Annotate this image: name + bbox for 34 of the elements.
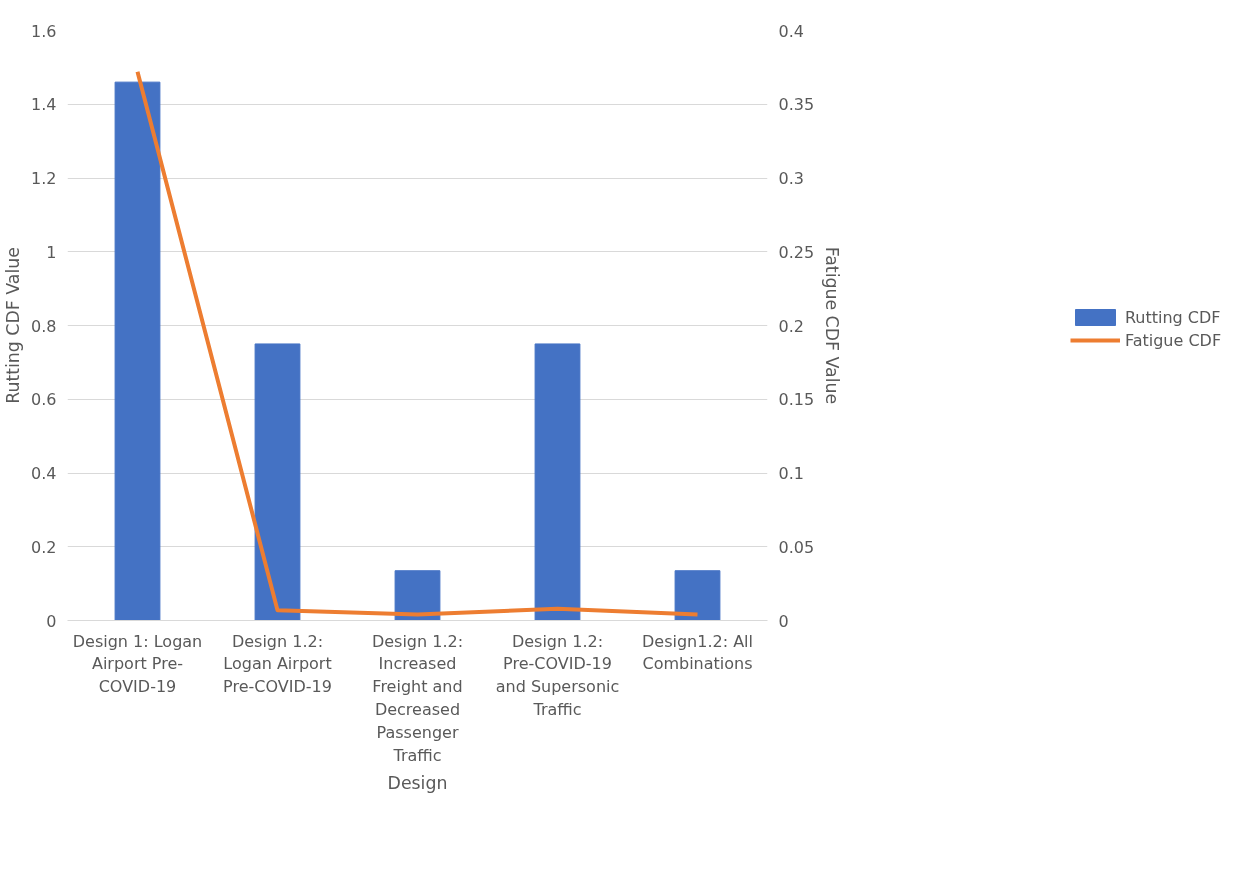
y2-tick-label: 0.3	[778, 169, 804, 188]
y2-tick-label: 0.15	[778, 390, 815, 410]
y-tick-label: 1.6	[31, 21, 57, 41]
y2-tick-label: 0.1	[778, 464, 804, 483]
y2-tick-label: 0.35	[778, 95, 815, 115]
y-tick-label: 0.2	[31, 537, 57, 557]
y2-tick-label: 0.2	[778, 316, 804, 336]
y-tick-label: 1.4	[31, 95, 57, 115]
y-tick-label: 1	[46, 242, 57, 262]
y-axis-title: Rutting CDF Value	[3, 247, 24, 404]
y2-axis-title: Fatigue CDF Value	[822, 246, 843, 405]
x-tick-label: Design 1: Logan Airport Pre-COVID-19	[72, 631, 203, 697]
y2-tick-label: 0.25	[778, 242, 815, 262]
bar	[534, 343, 581, 621]
y2-tick-label: 0.05	[778, 537, 815, 557]
x-axis-title: Design	[387, 772, 448, 793]
y-tick-label: 0.4	[31, 464, 57, 483]
bar	[114, 81, 161, 621]
legend-label: Rutting CDF	[1124, 307, 1221, 327]
bar	[674, 570, 721, 621]
y-tick-label: 0	[46, 611, 57, 631]
line-series	[135, 69, 700, 617]
y2-tick-label: 0.4	[778, 21, 804, 41]
legend-label: Fatigue CDF	[1124, 330, 1222, 350]
x-tick-label: Design 1.2: Increased Freight and Decreased Passenger Traffic	[371, 631, 464, 765]
x-tick-label: Design 1.2: Pre-COVID-19 and Supersonic Traffic	[495, 631, 620, 719]
y-tick-label: 1.2	[31, 169, 57, 188]
bar	[254, 343, 301, 621]
x-tick-label: Design 1.2: Logan Airport Pre-COVID-19	[223, 631, 332, 697]
y2-tick-label: 0	[778, 611, 789, 631]
bar	[394, 570, 441, 621]
y-tick-label: 0.8	[31, 316, 57, 336]
x-tick-label: Design1.2: All Combinations	[642, 631, 753, 674]
y-tick-label: 0.6	[31, 390, 57, 410]
